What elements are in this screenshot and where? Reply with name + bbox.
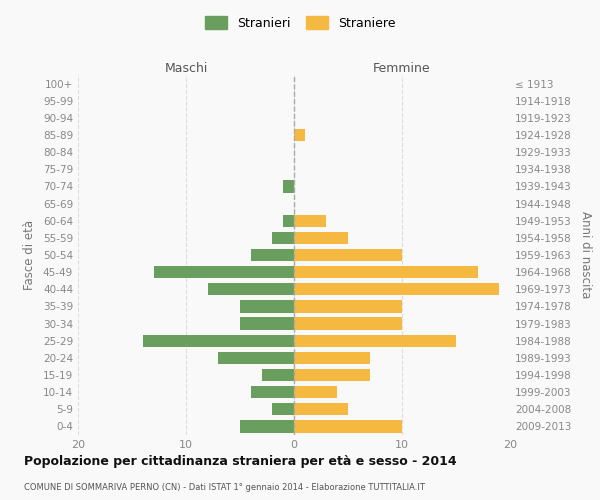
Bar xyxy=(294,352,370,364)
Bar xyxy=(294,369,370,381)
Bar xyxy=(294,420,402,432)
Bar xyxy=(294,318,402,330)
Bar xyxy=(143,334,294,347)
Legend: Stranieri, Straniere: Stranieri, Straniere xyxy=(199,11,401,35)
Text: Femmine: Femmine xyxy=(373,62,431,75)
Bar xyxy=(208,283,294,296)
Y-axis label: Anni di nascita: Anni di nascita xyxy=(578,212,592,298)
Bar xyxy=(294,249,402,261)
Bar xyxy=(294,300,402,312)
Bar xyxy=(251,249,294,261)
Bar xyxy=(294,266,478,278)
Bar xyxy=(294,334,456,347)
Bar xyxy=(294,232,348,244)
Text: Popolazione per cittadinanza straniera per età e sesso - 2014: Popolazione per cittadinanza straniera p… xyxy=(24,455,457,468)
Bar xyxy=(294,386,337,398)
Bar xyxy=(218,352,294,364)
Bar xyxy=(294,214,326,227)
Bar xyxy=(294,403,348,415)
Bar xyxy=(272,403,294,415)
Bar xyxy=(283,180,294,192)
Bar xyxy=(294,283,499,296)
Bar xyxy=(154,266,294,278)
Bar xyxy=(283,214,294,227)
Text: COMUNE DI SOMMARIVA PERNO (CN) - Dati ISTAT 1° gennaio 2014 - Elaborazione TUTTI: COMUNE DI SOMMARIVA PERNO (CN) - Dati IS… xyxy=(24,482,425,492)
Bar xyxy=(240,420,294,432)
Bar xyxy=(251,386,294,398)
Bar xyxy=(272,232,294,244)
Bar xyxy=(294,129,305,141)
Bar xyxy=(240,318,294,330)
Y-axis label: Fasce di età: Fasce di età xyxy=(23,220,36,290)
Bar xyxy=(262,369,294,381)
Text: Maschi: Maschi xyxy=(164,62,208,75)
Bar xyxy=(240,300,294,312)
